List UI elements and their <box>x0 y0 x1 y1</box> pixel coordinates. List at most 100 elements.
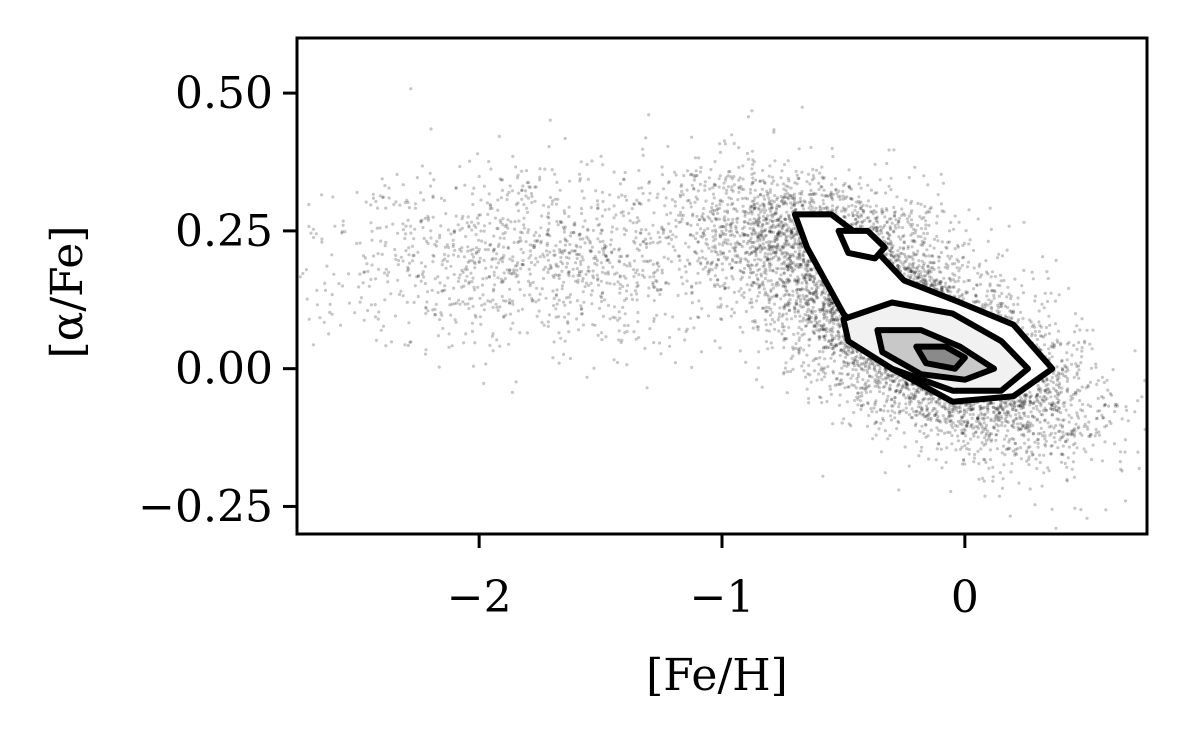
scatter-point <box>987 466 991 470</box>
scatter-point <box>1082 424 1086 429</box>
scatter-point <box>783 284 787 288</box>
scatter-point <box>1010 424 1014 428</box>
scatter-point <box>1033 440 1037 444</box>
scatter-point <box>1035 418 1039 422</box>
scatter-point <box>963 428 967 432</box>
scatter-point <box>813 323 817 328</box>
scatter-point <box>1081 409 1085 413</box>
scatter-point <box>1026 415 1030 419</box>
scatter-point <box>1100 459 1104 463</box>
scatter-point <box>823 291 827 295</box>
scatter-point <box>788 297 792 302</box>
scatter-point <box>1012 421 1016 425</box>
scatter-point <box>917 276 921 280</box>
scatter-point <box>877 427 881 431</box>
scatter-point <box>750 284 754 288</box>
scatter-point <box>894 389 898 393</box>
scatter-point <box>1006 285 1010 289</box>
scatter-point <box>1029 410 1033 414</box>
scatter-point <box>1043 437 1047 441</box>
scatter-point <box>878 366 882 370</box>
scatter-point <box>1077 425 1081 429</box>
scatter-point <box>1113 402 1117 406</box>
scatter-point <box>917 454 921 458</box>
scatter-point <box>870 410 874 414</box>
scatter-point <box>1038 460 1042 465</box>
scatter-point <box>805 303 809 307</box>
scatter-point <box>771 269 775 273</box>
scatter-point <box>915 277 919 281</box>
scatter-point <box>847 372 851 376</box>
scatter-point <box>1056 401 1060 405</box>
scatter-point <box>1103 425 1107 429</box>
scatter-point <box>943 419 947 423</box>
scatter-point <box>991 479 995 483</box>
scatter-point <box>817 279 821 283</box>
scatter-point <box>1047 351 1052 355</box>
scatter-point <box>1106 388 1110 392</box>
scatter-point <box>1053 402 1057 406</box>
scatter-point <box>805 285 809 289</box>
scatter-point <box>1052 344 1056 348</box>
scatter-point <box>1065 390 1070 394</box>
scatter-point <box>996 418 1001 422</box>
scatter-point <box>794 301 798 305</box>
scatter-point <box>1073 441 1077 445</box>
scatter-point <box>1001 477 1005 481</box>
scatter-point <box>984 302 988 306</box>
scatter-point <box>862 368 866 372</box>
scatter-point <box>1069 398 1073 402</box>
scatter-point <box>964 403 968 407</box>
scatter-point <box>774 281 778 285</box>
scatter-point <box>908 395 913 399</box>
scatter-point <box>797 350 801 354</box>
scatter-point <box>1016 302 1020 306</box>
scatter-point <box>884 380 888 384</box>
scatter-point <box>964 291 968 295</box>
scatter-point <box>998 301 1002 306</box>
scatter-point <box>764 309 768 313</box>
scatter-point <box>1031 402 1035 406</box>
scatter-point <box>957 405 961 410</box>
scatter-point <box>979 422 983 426</box>
scatter-point <box>1037 453 1042 457</box>
scatter-point <box>908 402 912 406</box>
scatter-point <box>838 341 842 345</box>
plot-background <box>297 38 1147 534</box>
scatter-point <box>1005 414 1009 419</box>
scatter-point <box>947 411 951 415</box>
scatter-point <box>991 425 995 430</box>
scatter-point <box>814 316 819 320</box>
scatter-point <box>1057 376 1061 380</box>
scatter-point <box>951 404 955 408</box>
scatter-point <box>905 381 909 386</box>
scatter-point <box>989 275 993 279</box>
scatter-point <box>1018 403 1022 408</box>
scatter-point <box>980 273 984 277</box>
scatter-point <box>873 422 877 426</box>
scatter-point <box>1066 433 1070 437</box>
scatter-point <box>951 278 956 282</box>
scatter-point <box>982 417 986 421</box>
scatter-point <box>928 397 932 401</box>
scatter-point <box>1002 444 1006 448</box>
scatter-point <box>1026 446 1030 450</box>
scatter-point <box>999 423 1004 427</box>
scatter-point <box>1037 309 1041 313</box>
scatter-point <box>1033 329 1038 334</box>
scatter-point <box>782 328 786 333</box>
scatter-point <box>823 338 827 342</box>
scatter-point <box>1018 399 1022 403</box>
scatter-point <box>948 404 952 408</box>
scatter-point <box>820 401 824 405</box>
scatter-point <box>783 302 788 306</box>
scatter-point <box>812 300 816 304</box>
scatter-point <box>1006 305 1010 309</box>
scatter-point <box>944 407 948 411</box>
scatter-point <box>1048 323 1052 327</box>
scatter-point <box>1024 425 1028 429</box>
scatter-point <box>943 406 947 410</box>
scatter-point <box>1038 409 1042 414</box>
scatter-point <box>756 294 760 298</box>
scatter-point <box>940 287 944 292</box>
